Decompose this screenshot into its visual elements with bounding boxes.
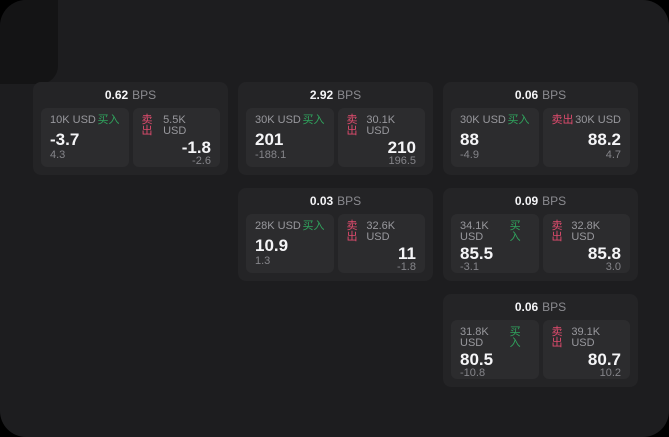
sell-panel[interactable]: 卖出 30K USD 88.2 4.7 [542, 108, 630, 167]
buy-side-label: 买入 [509, 220, 521, 243]
buy-size: 30K USD [460, 114, 506, 126]
sell-panel[interactable]: 卖出 30.1K USD 210 196.5 [337, 108, 425, 167]
buy-delta: -3.1 [460, 261, 479, 273]
bps-unit-label: BPS [337, 88, 362, 102]
quote-card: 0.09 BPS 34.1K USD 买入 85.5 -3.1 卖出 32.8K… [443, 188, 638, 281]
buy-panel[interactable]: 10K USD 买入 -3.7 4.3 [41, 108, 129, 167]
buy-delta: 1.3 [255, 255, 271, 267]
quote-card: 0.03 BPS 28K USD 买入 10.9 1.3 卖出 32.6K US… [238, 188, 433, 281]
sell-delta: 196.5 [388, 155, 416, 167]
card-body: 31.8K USD 买入 80.5 -10.8 卖出 39.1K USD 80.… [451, 320, 630, 379]
buy-delta: -10.8 [460, 367, 486, 379]
sell-size: 32.8K USD [571, 220, 601, 243]
buy-panel[interactable]: 30K USD 买入 88 -4.9 [451, 108, 539, 167]
sell-price: 11 [398, 244, 416, 263]
bps-unit-label: BPS [337, 194, 362, 208]
buy-price: 201 [255, 129, 284, 149]
sell-size: 39.1K USD [571, 326, 601, 349]
buy-delta: -4.9 [460, 149, 479, 161]
buy-panel[interactable]: 34.1K USD 买入 85.5 -3.1 [451, 214, 539, 273]
quote-card: 0.06 BPS 31.8K USD 买入 80.5 -10.8 卖出 39.1… [443, 294, 638, 387]
bps-value: 0.62 [104, 88, 129, 102]
card-header: 0.06 BPS [451, 82, 630, 108]
card-header: 0.62 BPS [41, 82, 220, 108]
card-header: 0.03 BPS [246, 188, 425, 214]
quote-card: 2.92 BPS 30K USD 买入 201 -188.1 卖出 30.1K … [238, 82, 433, 175]
card-body: 30K USD 买入 88 -4.9 卖出 30K USD 88.2 4.7 [451, 108, 630, 167]
sell-price: 88.2 [587, 129, 621, 149]
buy-delta: 4.3 [50, 149, 66, 161]
sell-side-label: 卖出 [551, 220, 563, 243]
sell-price: 80.7 [587, 350, 621, 369]
card-header: 2.92 BPS [246, 82, 425, 108]
card-body: 30K USD 买入 201 -188.1 卖出 30.1K USD 210 1… [246, 108, 425, 167]
buy-price: 10.9 [255, 235, 289, 255]
card-header: 0.06 BPS [451, 294, 630, 320]
card-header: 0.09 BPS [451, 188, 630, 214]
corner-shade [0, 0, 58, 84]
bps-unit-label: BPS [542, 300, 567, 314]
quote-card: 0.06 BPS 30K USD 买入 88 -4.9 卖出 30K USD [443, 82, 638, 175]
bps-value: 0.03 [309, 194, 334, 208]
sell-panel[interactable]: 卖出 39.1K USD 80.7 10.2 [542, 320, 630, 379]
buy-size: 28K USD [255, 220, 301, 232]
sell-panel[interactable]: 卖出 32.6K USD 11 -1.8 [337, 214, 425, 273]
sell-delta: 10.2 [599, 367, 621, 379]
card-body: 28K USD 买入 10.9 1.3 卖出 32.6K USD 11 -1.8 [246, 214, 425, 273]
sell-price: 210 [387, 138, 416, 157]
buy-delta: -188.1 [255, 149, 287, 161]
sell-side-label: 卖出 [551, 326, 563, 349]
sell-delta: -1.8 [397, 261, 416, 273]
bps-unit-label: BPS [132, 88, 157, 102]
bps-value: 0.06 [514, 300, 539, 314]
buy-side-label: 买入 [507, 114, 530, 126]
buy-price: 88 [460, 129, 479, 149]
buy-size: 30K USD [255, 114, 301, 126]
sell-side-label: 卖出 [346, 114, 358, 137]
quote-card-grid: 0.62 BPS 10K USD 买入 -3.7 4.3 卖出 5.5K USD [33, 82, 638, 387]
sell-price: 85.8 [587, 244, 621, 263]
sell-panel[interactable]: 卖出 5.5K USD -1.8 -2.6 [132, 108, 220, 167]
bps-unit-label: BPS [542, 194, 567, 208]
buy-price: 85.5 [460, 244, 494, 263]
card-body: 34.1K USD 买入 85.5 -3.1 卖出 32.8K USD 85.8… [451, 214, 630, 273]
buy-side-label: 买入 [302, 220, 325, 232]
buy-panel[interactable]: 30K USD 买入 201 -188.1 [246, 108, 334, 167]
bps-value: 0.09 [514, 194, 539, 208]
buy-price: -3.7 [50, 129, 80, 149]
sell-size: 30K USD [575, 114, 621, 126]
buy-side-label: 买入 [97, 114, 120, 126]
buy-side-label: 买入 [509, 326, 521, 349]
buy-size: 31.8K USD [460, 326, 489, 349]
sell-price: -1.8 [181, 138, 211, 157]
sell-side-label: 卖出 [551, 114, 574, 126]
buy-side-label: 买入 [302, 114, 325, 126]
bps-value: 0.06 [514, 88, 539, 102]
sell-size: 32.6K USD [366, 220, 396, 243]
buy-size: 34.1K USD [460, 220, 489, 243]
sell-panel[interactable]: 卖出 32.8K USD 85.8 3.0 [542, 214, 630, 273]
card-body: 10K USD 买入 -3.7 4.3 卖出 5.5K USD -1.8 -2.… [41, 108, 220, 167]
bps-unit-label: BPS [542, 88, 567, 102]
buy-panel[interactable]: 31.8K USD 买入 80.5 -10.8 [451, 320, 539, 379]
buy-price: 80.5 [460, 350, 494, 369]
sell-delta: -2.6 [192, 155, 211, 167]
sell-delta: 4.7 [605, 149, 621, 161]
sell-delta: 3.0 [605, 261, 621, 273]
buy-size: 10K USD [50, 114, 96, 126]
buy-panel[interactable]: 28K USD 买入 10.9 1.3 [246, 214, 334, 273]
quote-card: 0.62 BPS 10K USD 买入 -3.7 4.3 卖出 5.5K USD [33, 82, 228, 175]
sell-size: 5.5K USD [163, 114, 187, 137]
bps-value: 2.92 [309, 88, 334, 102]
sell-side-label: 卖出 [346, 220, 358, 243]
sell-size: 30.1K USD [366, 114, 396, 137]
sell-side-label: 卖出 [141, 114, 153, 137]
